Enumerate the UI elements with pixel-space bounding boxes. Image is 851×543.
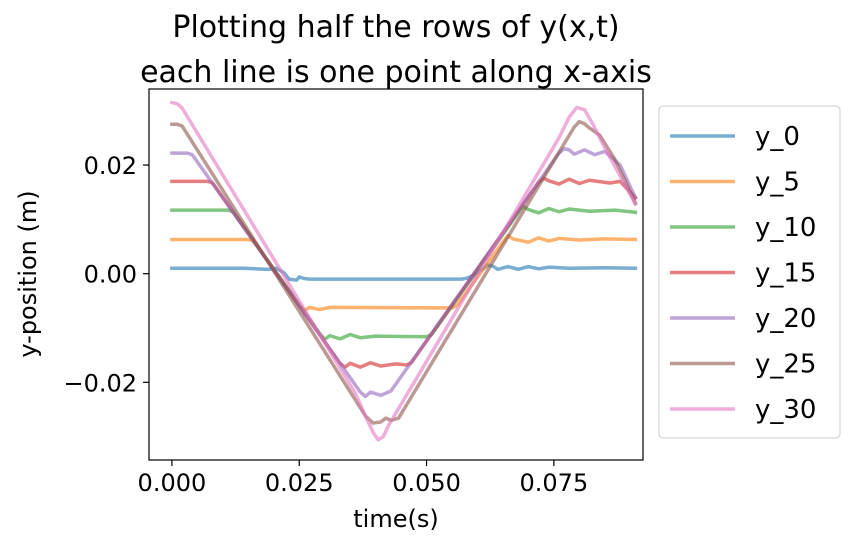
y-axis-label: y-position (m) <box>14 190 42 357</box>
legend-label-y-10: y_10 <box>755 213 816 243</box>
chart-title-line-1: Plotting half the rows of y(x,t) <box>172 10 619 45</box>
legend: y_0 y_5 y_10 y_15 y_20 y_25 y_30 <box>658 105 841 439</box>
legend-label-y-15: y_15 <box>755 259 816 289</box>
legend-items: y_0 y_5 y_10 y_15 y_20 y_25 y_30 <box>670 122 816 425</box>
x-tick-label: 0.000 <box>138 469 207 497</box>
series-line-y-0 <box>170 263 638 282</box>
series-layer <box>169 100 638 442</box>
x-tick-label: 0.025 <box>265 469 334 497</box>
y-tick-label: 0.00 <box>84 261 137 289</box>
plot-frame <box>148 88 644 461</box>
y-tick-label: 0.02 <box>84 152 137 180</box>
legend-box <box>658 105 841 439</box>
legend-label-y-20: y_20 <box>755 304 816 334</box>
x-axis-ticks: 0.000 0.025 0.050 0.075 <box>138 460 589 497</box>
x-axis-label: time(s) <box>353 505 438 533</box>
y-axis-ticks: −0.02 0.00 0.02 <box>63 152 149 397</box>
y-tick-label: −0.02 <box>63 369 137 397</box>
x-tick-label: 0.075 <box>520 469 589 497</box>
plot-area <box>148 88 644 461</box>
legend-label-y-5: y_5 <box>755 168 800 198</box>
series-line-y-30 <box>169 100 638 442</box>
legend-label-y-30: y_30 <box>755 395 816 425</box>
series-line-y-5 <box>170 233 638 313</box>
x-tick-label: 0.050 <box>392 469 461 497</box>
series-line-y-20 <box>170 147 638 399</box>
series-line-y-25 <box>170 119 638 425</box>
legend-label-y-25: y_25 <box>755 350 816 380</box>
legend-label-y-0: y_0 <box>755 122 800 152</box>
chart-title-line-2: each line is one point along x-axis <box>140 55 652 90</box>
